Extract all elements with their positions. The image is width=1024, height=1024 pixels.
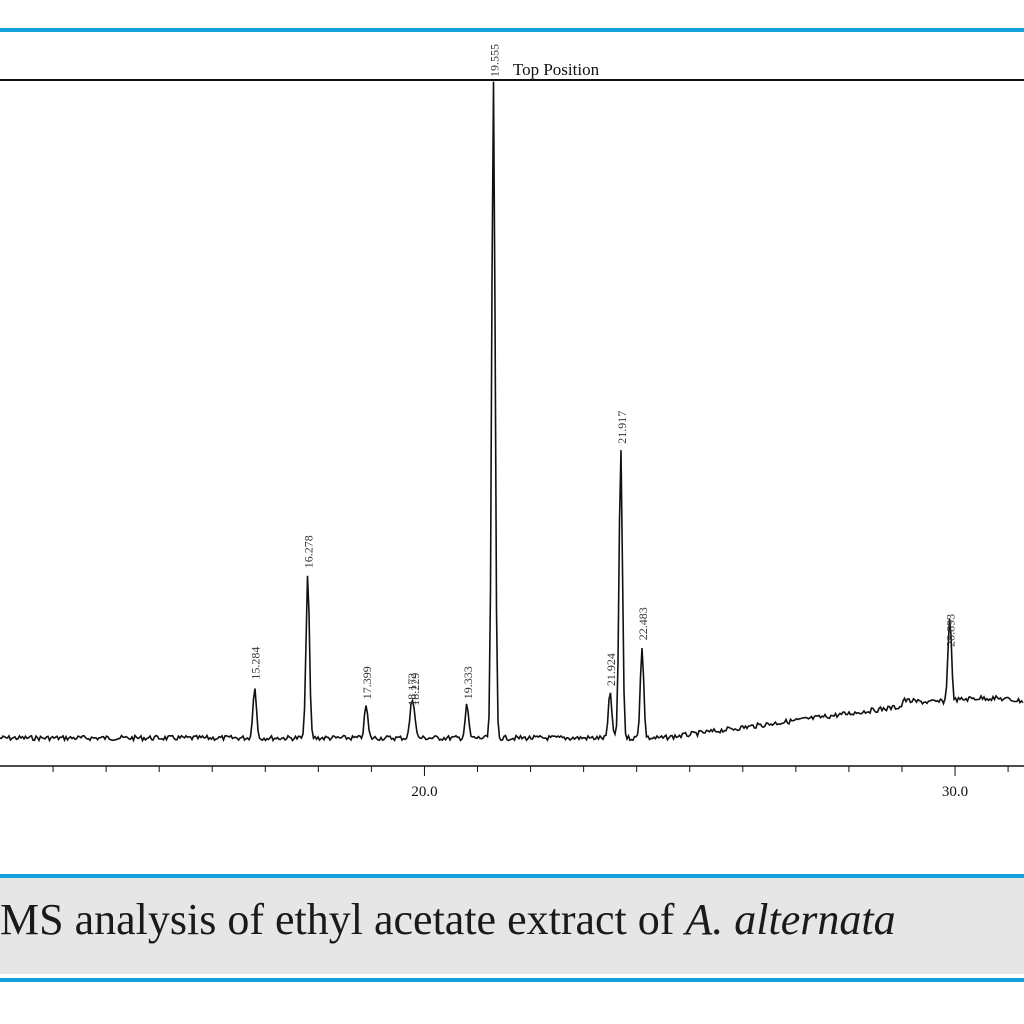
chart-title: Top Position [513,60,600,79]
x-tick-label: 30.0 [942,784,968,800]
peak-label: 22.483 [636,607,650,640]
figure-caption: MS analysis of ethyl acetate extract of … [0,878,1024,974]
caption-bottom-rule [0,978,1024,982]
caption-top-rule [0,874,1024,878]
peak-label: 19.333 [461,666,475,699]
peak-label: 15.284 [249,647,263,680]
peak-label: 19.555 [487,44,501,77]
chromatogram-chart: 20.030.0 11.54815.28416.27817.39918.1721… [0,44,1024,800]
caption-prefix: MS analysis of ethyl acetate extract of [0,895,686,944]
peak-label: 28.893 [944,614,958,647]
top-accent-rule [0,28,1024,32]
peak-label: 16.278 [302,535,316,568]
peak-label: 21.917 [615,411,629,444]
peak-label: 17.399 [360,666,374,699]
peak-label: 21.924 [604,653,618,686]
chromatogram-trace [0,81,1024,743]
peak-label: 18.172 [405,673,419,706]
x-tick-label: 20.0 [411,784,437,800]
peak-label: 18.229 [408,673,422,706]
caption-text: MS analysis of ethyl acetate extract of … [0,894,896,945]
caption-organism: A. alternata [685,895,896,944]
